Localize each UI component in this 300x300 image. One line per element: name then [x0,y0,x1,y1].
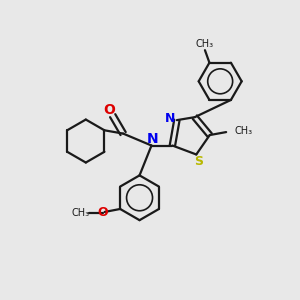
Text: CH₃: CH₃ [71,208,89,218]
Text: O: O [104,103,116,117]
Text: CH₃: CH₃ [235,127,253,136]
Text: N: N [165,112,175,125]
Text: N: N [146,132,158,146]
Text: CH₃: CH₃ [196,39,214,49]
Text: O: O [98,206,108,219]
Text: S: S [194,154,203,167]
